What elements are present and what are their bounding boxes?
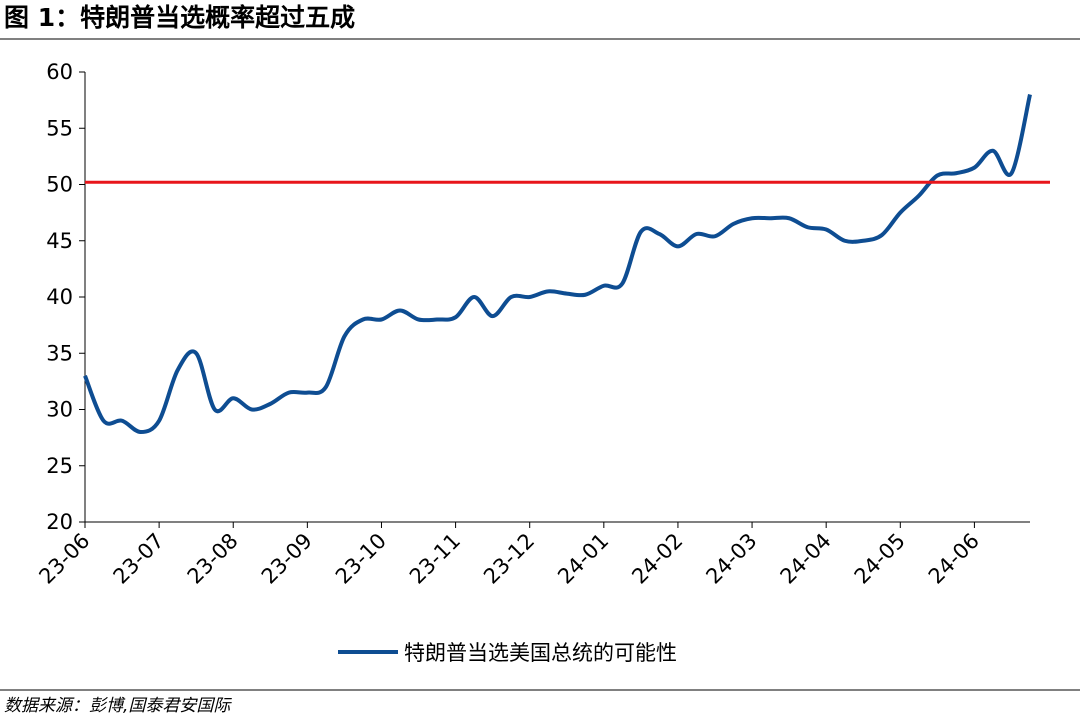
x-tick-label: 23-07 (109, 529, 169, 589)
x-tick-label: 23-06 (34, 529, 94, 589)
y-tick-label: 30 (46, 398, 73, 422)
x-tick-label: 24-06 (924, 529, 984, 589)
x-tick-label: 23-10 (331, 529, 391, 589)
x-tick-label: 24-03 (701, 529, 761, 589)
x-tick-label: 23-08 (183, 529, 243, 589)
x-tick-label: 23-11 (405, 529, 465, 589)
x-tick-label: 24-01 (553, 529, 613, 589)
chart-title: 图 1：特朗普当选概率超过五成 (4, 3, 355, 32)
y-tick-label: 20 (46, 510, 73, 534)
y-tick-label: 55 (46, 116, 73, 140)
y-tick-label: 50 (46, 173, 73, 197)
x-tick-label: 24-04 (776, 529, 836, 589)
x-tick-label: 24-02 (627, 529, 687, 589)
y-tick-label: 25 (46, 454, 73, 478)
x-tick-label: 23-12 (479, 529, 539, 589)
source: 数据来源：彭博,国泰君安国际 (4, 696, 232, 716)
line-series (83, 94, 1032, 434)
y-tick-label: 45 (46, 229, 73, 253)
y-tick-label: 60 (46, 60, 73, 84)
x-tick-label: 23-09 (257, 529, 317, 589)
y-tick-label: 40 (46, 285, 73, 309)
y-tick-label: 35 (46, 341, 73, 365)
legend-label: 特朗普当选美国总统的可能性 (404, 641, 677, 665)
x-tick-label: 24-05 (850, 529, 910, 589)
